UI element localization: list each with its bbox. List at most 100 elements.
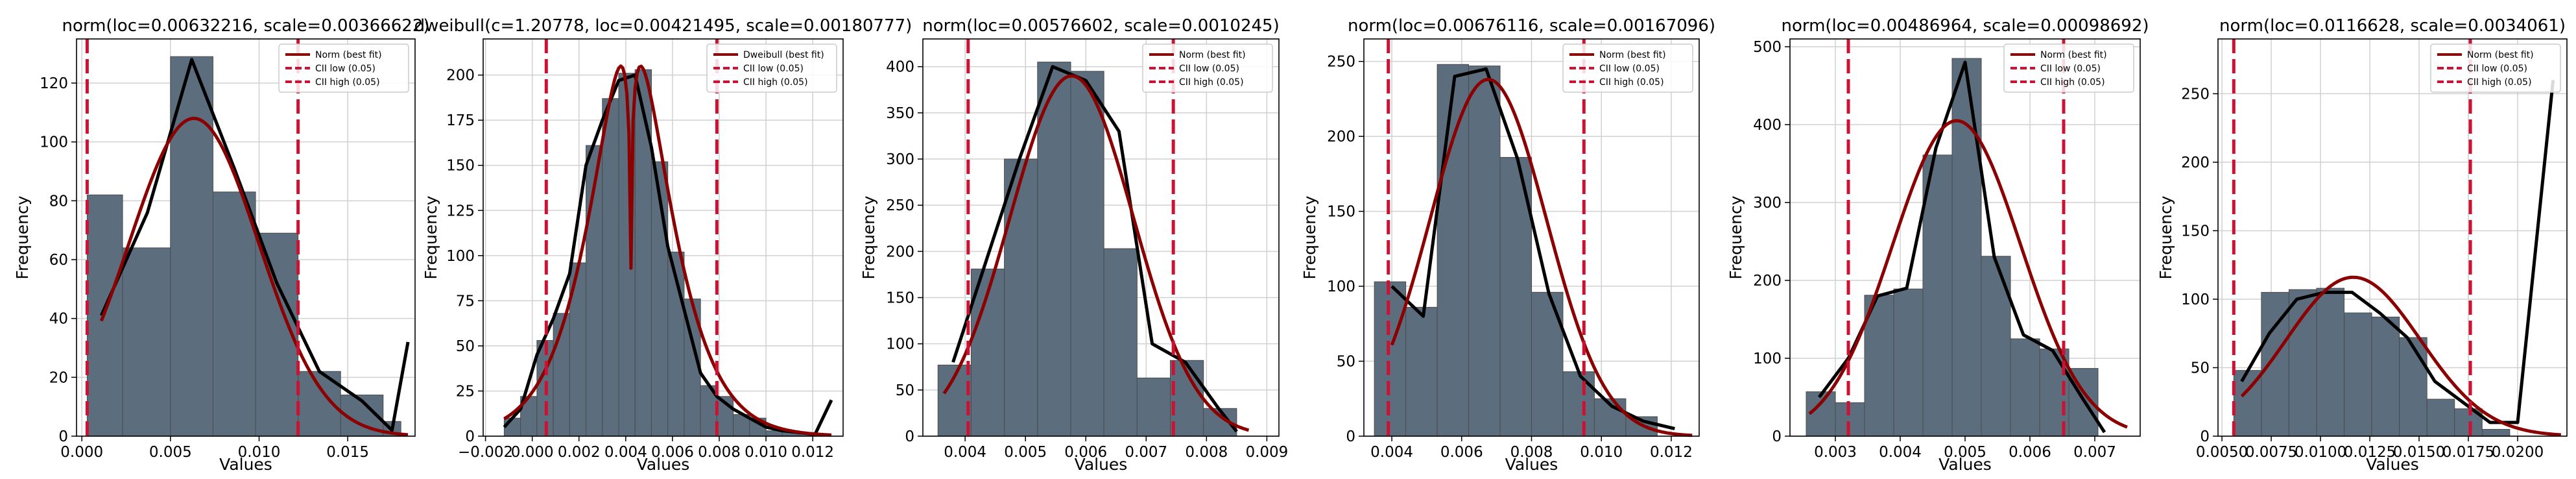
- y-axis-label: Frequency: [1726, 195, 1745, 279]
- y-tick-label: 0: [1346, 428, 1355, 445]
- x-tick-label: 0.0075: [2245, 444, 2297, 461]
- y-tick-label: 125: [446, 203, 475, 219]
- y-tick-label: 25: [456, 383, 475, 400]
- legend: Norm (best fit) CII low (0.05) CII high (0…: [2430, 43, 2561, 93]
- histogram-bar: [2399, 337, 2427, 437]
- y-tick-label: 40: [49, 311, 68, 328]
- y-axis-label: Frequency: [1300, 195, 1319, 279]
- y-tick-label: 100: [2181, 291, 2210, 308]
- y-tick-label: 100: [886, 336, 914, 353]
- legend-label: Norm (best fit): [1599, 50, 1666, 60]
- chart-panel-1: 0.000 0.005 0.010 0.015 0 20 40 60 80 100 120 norm(…: [13, 16, 430, 474]
- legend-box: [1142, 43, 1273, 93]
- y-tick-label: 400: [1753, 117, 1782, 134]
- x-axis-label: Values: [1505, 455, 1558, 474]
- histogram-bar: [650, 161, 669, 437]
- x-axis-label: Values: [2366, 455, 2419, 474]
- legend-label: Norm (best fit): [2040, 50, 2107, 60]
- axes-frame: [922, 38, 1280, 437]
- x-tick-label: 0.008: [1185, 444, 1228, 461]
- histogram-bar: [212, 191, 256, 437]
- histogram-bar: [1136, 377, 1171, 437]
- y-tick-label: 0: [2200, 428, 2210, 445]
- legend-label: Norm (best fit): [315, 50, 382, 60]
- y-tick-label: 200: [1753, 273, 1782, 289]
- y-tick-label: 75: [456, 293, 475, 310]
- y-tick-label: 200: [446, 68, 475, 84]
- legend-label: CII low (0.05): [2040, 64, 2101, 74]
- histogram-bar: [1103, 248, 1138, 437]
- legend-box: [278, 43, 409, 93]
- y-tick-label: 400: [886, 59, 914, 76]
- histogram-bar: [1893, 288, 1924, 437]
- histogram-bar: [255, 232, 299, 437]
- x-axis-label: Values: [1075, 455, 1128, 474]
- x-axis-label: Values: [219, 455, 272, 474]
- y-tick-label: 350: [886, 105, 914, 122]
- x-tick-label: 0.005: [149, 444, 192, 461]
- legend-box: [2003, 43, 2134, 93]
- y-tick-label: 250: [886, 197, 914, 214]
- x-tick-label: 0.012: [1650, 444, 1693, 461]
- x-tick-label: 0.000: [511, 444, 554, 461]
- y-tick-label: 150: [1327, 204, 1355, 221]
- x-tick-label: 0.005: [1944, 444, 1986, 461]
- y-axis-label: Frequency: [859, 195, 878, 279]
- y-tick-label: 200: [886, 243, 914, 260]
- histogram-bar: [1981, 256, 2011, 437]
- legend-label: Dweibull (best fit): [743, 50, 824, 60]
- y-tick-label: 20: [49, 369, 68, 386]
- x-tick-label: 0.004: [1879, 444, 1922, 461]
- histogram-bar: [602, 98, 619, 437]
- y-tick-label: 300: [1753, 195, 1782, 212]
- x-tick-label: 0.0200: [2492, 444, 2544, 461]
- histogram-bar: [2288, 289, 2317, 437]
- chart-panel-5: 0.003 0.004 0.005 0.006 0.007 0 100 200 300 400 50…: [1726, 16, 2149, 474]
- x-tick-label: 0.000: [60, 444, 103, 461]
- best-fit-curve: [99, 116, 409, 437]
- legend-label: CII high (0.05): [315, 77, 380, 88]
- y-tick-label: 0: [905, 428, 914, 445]
- x-tick-label: 0.006: [2009, 444, 2051, 461]
- chart-title: norm(loc=0.0116628, scale=0.0034061): [2219, 16, 2566, 36]
- y-tick-label: 300: [886, 151, 914, 168]
- legend-label: CII high (0.05): [1179, 77, 1244, 88]
- histogram-bar: [2371, 316, 2400, 437]
- empirical-density-line: [99, 58, 410, 432]
- x-tick-label: 0.004: [604, 444, 647, 461]
- x-tick-label: 0.010: [1580, 444, 1623, 461]
- y-tick-label: 150: [446, 158, 475, 175]
- legend-label: CII high (0.05): [1599, 77, 1664, 88]
- legend: Norm (best fit) CII low (0.05) CII high (0…: [1562, 43, 1693, 93]
- histogram-bar: [1070, 71, 1104, 437]
- chart-title: norm(loc=0.00676116, scale=0.00167096): [1348, 16, 1715, 36]
- x-tick-label: 0.008: [1510, 444, 1553, 461]
- y-tick-label: 50: [2191, 360, 2210, 376]
- x-tick-label: 0.0050: [2196, 444, 2248, 461]
- legend-label: CII high (0.05): [2467, 77, 2532, 88]
- x-tick-label: 0.002: [558, 444, 601, 461]
- x-tick-label: 0.004: [1370, 444, 1413, 461]
- legend-label: Norm (best fit): [1179, 50, 1246, 60]
- y-tick-label: 0: [1772, 428, 1782, 445]
- x-tick-label: 0.0125: [2344, 444, 2396, 461]
- x-tick-label: 0.010: [238, 444, 281, 461]
- empirical-density-line: [503, 73, 833, 436]
- y-tick-label: 250: [1327, 54, 1355, 71]
- y-tick-label: 50: [896, 382, 914, 399]
- legend: Norm (best fit) CII low (0.05) CII high (0…: [2003, 43, 2134, 93]
- histogram-bar: [1004, 158, 1038, 437]
- histogram-bar: [1468, 66, 1501, 437]
- histogram-bar: [1864, 295, 1894, 437]
- best-fit-curve: [1390, 77, 1693, 437]
- histogram-bar: [1437, 64, 1470, 437]
- histogram-bar: [1405, 306, 1438, 437]
- legend: Norm (best fit) CII low (0.05) CII high (0…: [1142, 43, 1273, 93]
- legend-box: [2430, 43, 2561, 93]
- x-tick-label: 0.0100: [2295, 444, 2346, 461]
- chart-title: norm(loc=0.00486964, scale=0.00098692): [1781, 16, 2149, 36]
- x-axis-label: Values: [637, 455, 690, 474]
- histogram-bar: [122, 247, 171, 437]
- x-tick-label: 0.004: [944, 444, 986, 461]
